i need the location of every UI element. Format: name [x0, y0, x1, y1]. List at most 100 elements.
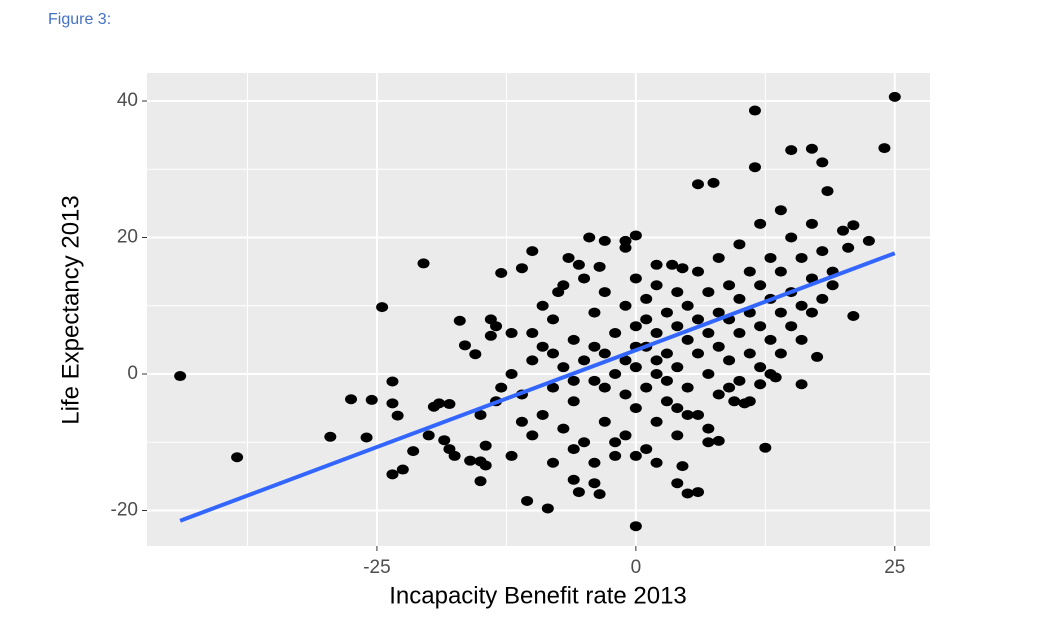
- point: [526, 430, 539, 441]
- point: [816, 293, 829, 304]
- point: [629, 362, 642, 373]
- point: [572, 259, 585, 270]
- point: [723, 355, 736, 366]
- point: [536, 409, 549, 420]
- point: [805, 143, 818, 154]
- point: [702, 437, 715, 448]
- point: [360, 432, 373, 443]
- marks: [174, 91, 901, 532]
- point: [458, 340, 471, 351]
- point: [588, 478, 601, 489]
- point: [495, 267, 508, 278]
- point: [671, 478, 684, 489]
- point: [536, 300, 549, 311]
- point: [505, 450, 518, 461]
- point: [386, 398, 399, 409]
- point: [547, 457, 559, 468]
- point: [795, 300, 808, 311]
- point: [692, 487, 704, 498]
- grid: -25 0 25 -20 0 20 40: [111, 73, 930, 578]
- x-tick-label: 0: [631, 557, 642, 578]
- point: [598, 235, 611, 246]
- point: [754, 321, 767, 332]
- point: [567, 444, 580, 455]
- point: [433, 398, 446, 409]
- point: [567, 334, 580, 345]
- point: [805, 273, 818, 284]
- point: [774, 205, 787, 216]
- point: [774, 307, 787, 318]
- point: [588, 375, 601, 386]
- point: [811, 351, 824, 362]
- point: [702, 423, 715, 434]
- point: [681, 334, 694, 345]
- point: [754, 218, 767, 229]
- point: [629, 321, 642, 332]
- point: [345, 394, 358, 405]
- point: [785, 145, 798, 156]
- point: [474, 409, 487, 420]
- point: [795, 334, 808, 345]
- point: [660, 307, 673, 318]
- point: [640, 382, 653, 393]
- point: [583, 232, 596, 243]
- point: [547, 314, 559, 325]
- point: [598, 382, 611, 393]
- point: [547, 348, 559, 359]
- point: [567, 396, 580, 407]
- point: [598, 348, 611, 359]
- point: [407, 446, 420, 457]
- point: [878, 143, 891, 154]
- y-tick-label: -20: [111, 500, 138, 521]
- point: [324, 431, 337, 442]
- y-tick-label: 40: [117, 90, 138, 111]
- point: [365, 394, 378, 405]
- y-tick-label: 20: [117, 227, 138, 248]
- point: [743, 396, 756, 407]
- point: [557, 423, 570, 434]
- point: [862, 235, 875, 246]
- point: [541, 503, 554, 514]
- point: [712, 389, 725, 400]
- point: [619, 300, 632, 311]
- point: [495, 382, 508, 393]
- point: [536, 341, 549, 352]
- point: [521, 495, 534, 506]
- point: [609, 450, 622, 461]
- point: [743, 348, 756, 359]
- point: [764, 252, 777, 263]
- point: [609, 369, 622, 379]
- point: [593, 261, 606, 272]
- point: [733, 375, 746, 386]
- point: [805, 307, 818, 318]
- point: [681, 382, 694, 393]
- point: [443, 399, 456, 410]
- point: [712, 341, 725, 352]
- point: [629, 450, 642, 461]
- point: [754, 280, 767, 291]
- x-tick-label: -25: [363, 557, 390, 578]
- point: [650, 457, 663, 468]
- point: [671, 430, 684, 441]
- point: [707, 177, 720, 188]
- point: [676, 263, 689, 274]
- point: [547, 382, 559, 393]
- point: [578, 273, 591, 284]
- point: [593, 489, 606, 500]
- point: [557, 362, 570, 373]
- point: [754, 362, 767, 373]
- point: [671, 362, 684, 373]
- point: [490, 321, 503, 332]
- point: [723, 280, 736, 291]
- point: [505, 328, 518, 339]
- point: [774, 266, 787, 277]
- point: [386, 376, 399, 387]
- point: [464, 455, 477, 466]
- point: [748, 105, 761, 116]
- point: [438, 435, 451, 446]
- point: [619, 235, 632, 246]
- point: [816, 157, 829, 168]
- point: [588, 307, 601, 318]
- point: [650, 355, 663, 366]
- point: [681, 300, 694, 311]
